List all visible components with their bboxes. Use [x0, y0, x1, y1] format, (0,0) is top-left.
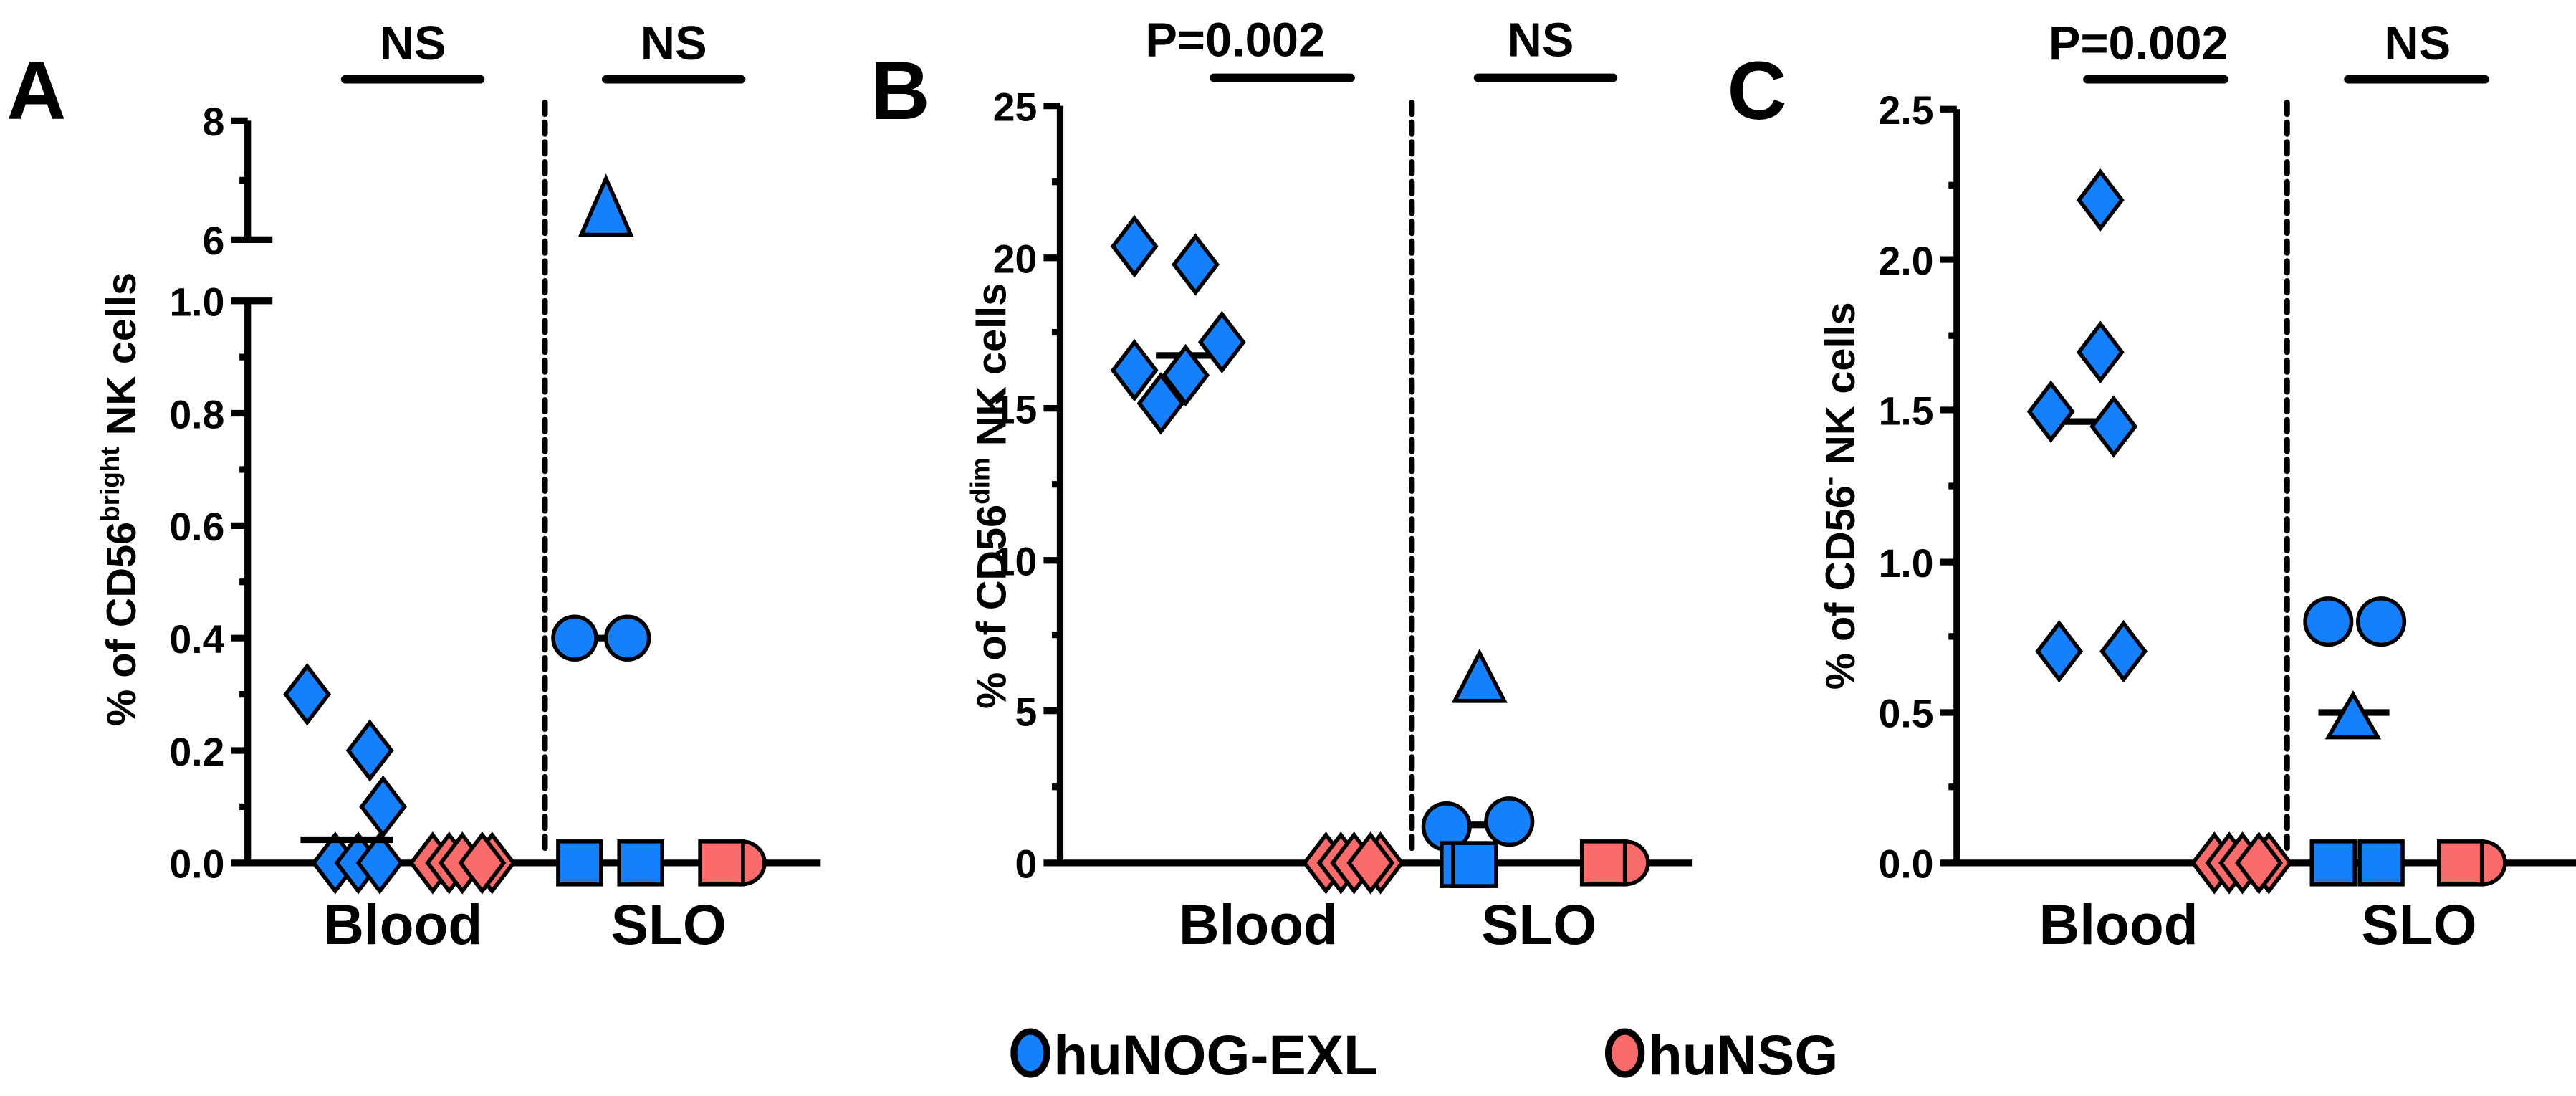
panel-a: A % of CD56bright NK cells 8 6 1.0 0.8 0…	[6, 16, 821, 956]
category-label: Blood	[323, 893, 482, 956]
significance-label: NS	[2384, 16, 2451, 70]
panel-b: B % of CD56dim NK cells 25 20 15 10 5 0 …	[870, 13, 1693, 956]
significance-label: P=0.002	[2049, 16, 2228, 70]
circle-marker-icon	[1604, 1028, 1645, 1078]
tick-label: 6	[203, 219, 225, 263]
category-label: SLO	[2362, 893, 2477, 956]
tick-label: 0.6	[170, 505, 225, 549]
category-label: SLO	[1481, 893, 1596, 956]
legend-label: huNSG	[1648, 1024, 1838, 1087]
panel-letter: A	[6, 45, 66, 137]
tick-label: 0.8	[170, 392, 225, 437]
significance-label: P=0.002	[1145, 13, 1325, 67]
tick-label: 0	[1015, 842, 1037, 887]
data-points-blood	[2029, 172, 2290, 891]
tick-label: 0.4	[170, 617, 225, 662]
tick-label: 1.5	[1879, 389, 1934, 434]
tick-label: 15	[993, 387, 1038, 432]
tick-label: 8	[203, 100, 225, 144]
panel-letter: C	[1727, 45, 1786, 137]
legend-item-hunog-exl: huNOG-EXL	[1010, 1024, 1378, 1087]
y-axis-title: % of CD56bright NK cells	[95, 272, 145, 726]
tick-label: 2.0	[1879, 239, 1934, 283]
tick-label: 5	[1015, 690, 1037, 734]
tick-label: 20	[993, 237, 1038, 282]
significance-label: NS	[641, 16, 707, 70]
legend-item-hunsg: huNSG	[1604, 1024, 1838, 1087]
y-axis-upper: 8 6	[203, 100, 273, 263]
tick-label: 1.0	[1879, 541, 1934, 586]
tick-label: 0.0	[1879, 842, 1934, 887]
legend-label: huNOG-EXL	[1053, 1024, 1378, 1087]
category-label: Blood	[1179, 893, 1338, 956]
tick-label: 0.5	[1879, 692, 1934, 736]
tick-label: 2.5	[1879, 88, 1934, 133]
tick-label: 10	[993, 540, 1038, 584]
data-points-slo	[2303, 596, 2507, 887]
panel-c: C % of CD56- NK cells 2.5 2.0 1.5 1.0 0.…	[1727, 16, 2576, 956]
panel-letter: B	[870, 45, 929, 137]
y-axis: 2.5 2.0 1.5 1.0 0.5 0.0	[1879, 88, 1960, 887]
data-points-slo	[551, 173, 767, 887]
circle-marker-icon	[1010, 1028, 1050, 1078]
legend: huNOG-EXL huNSG	[1010, 1024, 1838, 1087]
data-points-blood	[286, 666, 514, 891]
tick-label: 1.0	[170, 280, 225, 324]
y-axis-title: % of CD56dim NK cells	[965, 283, 1015, 709]
category-label: SLO	[611, 893, 727, 956]
data-points-slo	[1421, 648, 1650, 888]
tick-label: 25	[993, 85, 1038, 129]
data-points-blood	[1113, 218, 1402, 891]
category-label: Blood	[2039, 893, 2198, 956]
y-axis: 25 20 15 10 5 0	[993, 85, 1064, 887]
significance-label: NS	[380, 16, 446, 70]
tick-label: 0.0	[170, 842, 225, 887]
tick-label: 0.2	[170, 730, 225, 774]
y-axis-title: % of CD56- NK cells	[1814, 302, 1864, 690]
y-axis-lower: 1.0 0.8 0.6 0.4 0.2 0.0	[170, 280, 273, 887]
significance-label: NS	[1508, 13, 1574, 67]
